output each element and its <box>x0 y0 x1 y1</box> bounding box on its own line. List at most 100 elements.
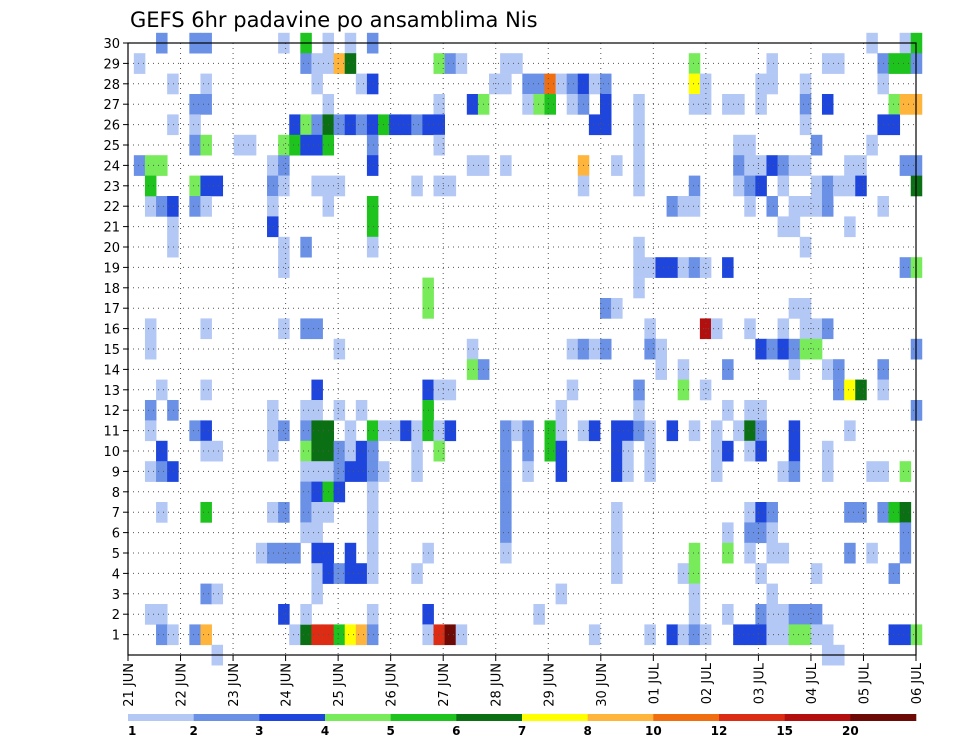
heatmap-cell <box>544 94 556 115</box>
heatmap-cell <box>644 461 656 482</box>
heatmap-cell <box>633 400 645 421</box>
heatmap-cell <box>755 420 767 442</box>
colorbar-swatch <box>390 714 457 721</box>
heatmap-cell <box>722 542 734 564</box>
heatmap-cell <box>788 461 801 482</box>
heatmap-cell <box>433 624 446 646</box>
colorbar-swatch <box>653 714 720 721</box>
y-tick-label: 22 <box>103 200 120 215</box>
y-tick-label: 4 <box>112 567 120 582</box>
heatmap-cell <box>655 257 667 278</box>
heatmap-cell <box>144 400 157 421</box>
heatmap-cell <box>588 73 601 95</box>
y-tick-label: 16 <box>103 323 120 338</box>
heatmap-cell <box>333 114 346 136</box>
x-tick-label: 26 JUN <box>385 663 400 707</box>
heatmap-cell <box>699 379 712 401</box>
heatmap-cell <box>821 94 834 115</box>
heatmap-cell <box>200 583 212 605</box>
heatmap-cell <box>699 257 712 278</box>
heatmap-cell <box>200 624 212 646</box>
heatmap-cell <box>200 420 212 442</box>
heatmap-cell <box>133 53 146 74</box>
heatmap-cell <box>755 502 767 523</box>
x-tick-label: 23 JUN <box>227 663 242 707</box>
heatmap-cell <box>355 563 368 584</box>
heatmap-cell <box>888 563 901 584</box>
heatmap-cell <box>211 583 224 605</box>
heatmap-cell <box>810 134 823 156</box>
heatmap-cell <box>156 379 168 401</box>
heatmap-cell <box>810 604 823 625</box>
heatmap-cell <box>888 114 901 136</box>
heatmap-cell <box>666 624 679 646</box>
heatmap-cell <box>144 318 157 340</box>
heatmap-cell <box>411 461 423 482</box>
x-tick-label: 03 JUL <box>752 662 767 704</box>
heatmap-cell <box>744 502 756 523</box>
heatmap-cell <box>788 604 801 625</box>
heatmap-cell <box>688 604 701 625</box>
heatmap-cell <box>311 563 323 584</box>
heatmap-cell <box>333 563 346 584</box>
heatmap-cell <box>799 155 812 176</box>
heatmap-cell <box>311 440 323 462</box>
heatmap-cell <box>599 114 612 136</box>
heatmap-cell <box>766 542 778 564</box>
heatmap-cell <box>355 440 368 462</box>
heatmap-cell <box>289 134 301 156</box>
heatmap-cell <box>355 400 368 421</box>
heatmap-cell <box>688 94 701 115</box>
heatmap-cell <box>744 440 756 462</box>
heatmap-cell <box>300 440 312 462</box>
heatmap-cell <box>821 175 834 197</box>
heatmap-cell <box>311 502 323 523</box>
colorbar-swatch <box>522 714 588 721</box>
heatmap-cell <box>267 175 279 197</box>
y-tick-label: 11 <box>103 425 120 440</box>
heatmap-cell <box>133 155 146 176</box>
heatmap-cell <box>500 440 512 462</box>
heatmap-cell <box>599 338 612 360</box>
heatmap-cell <box>899 542 912 564</box>
heatmap-cell <box>344 114 357 136</box>
heatmap-cell <box>156 155 168 176</box>
heatmap-cell <box>500 522 512 544</box>
heatmap-cell <box>300 502 312 523</box>
heatmap-cell <box>544 440 556 462</box>
heatmap-cell <box>311 481 323 503</box>
heatmap-cell <box>200 196 212 217</box>
heatmap-cell <box>189 196 201 217</box>
heatmap-cell <box>611 542 623 564</box>
heatmap-cell <box>156 440 168 462</box>
heatmap-cell <box>866 542 878 564</box>
heatmap-cell <box>200 134 212 156</box>
heatmap-cell <box>611 522 623 544</box>
heatmap-cell <box>300 522 312 544</box>
heatmap-cell <box>788 298 801 319</box>
heatmap-cell <box>588 338 601 360</box>
heatmap-cell <box>189 624 201 646</box>
heatmap-cell <box>799 338 812 360</box>
x-tick-label: 22 JUN <box>175 663 190 707</box>
heatmap-cell <box>844 175 856 197</box>
heatmap-cell <box>333 400 346 421</box>
heatmap-cell <box>466 338 479 360</box>
heatmap-cell <box>144 196 157 217</box>
heatmap-cell <box>200 73 212 95</box>
heatmap-cell <box>722 359 734 380</box>
heatmap-cell <box>566 73 579 95</box>
heatmap-cell <box>755 440 767 462</box>
heatmap-cell <box>766 522 778 544</box>
heatmap-cell <box>300 318 312 340</box>
x-tick-label: 04 JUL <box>805 662 820 704</box>
heatmap-cell <box>688 563 701 584</box>
colorbar-tick-label: 2 <box>189 724 197 738</box>
heatmap-cell <box>888 624 901 646</box>
heatmap-cell <box>500 461 512 482</box>
colorbar-tick-label: 3 <box>255 724 263 738</box>
heatmap-cell <box>633 114 645 136</box>
heatmap-cell <box>766 73 778 95</box>
x-tick-label: 01 JUL <box>647 662 662 704</box>
heatmap-cell <box>844 379 856 401</box>
